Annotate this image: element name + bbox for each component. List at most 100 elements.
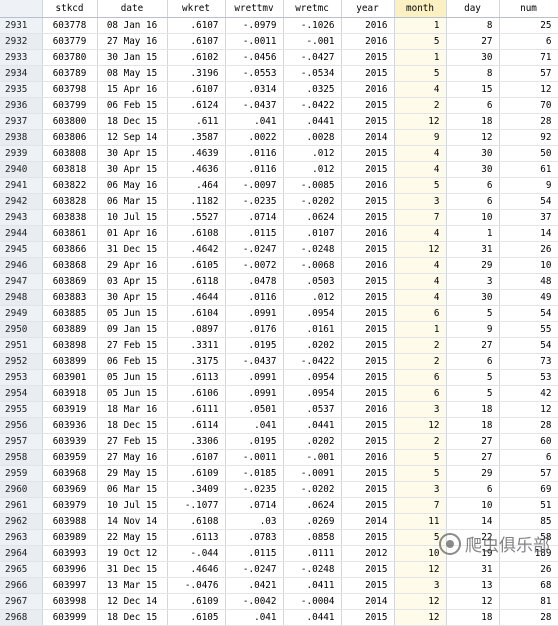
cell-year[interactable]: 2015 [341,161,395,178]
cell-month[interactable]: 5 [394,465,447,482]
corner-cell[interactable] [0,0,43,18]
cell-wrettmv[interactable]: -.0553 [225,65,284,82]
cell-day[interactable]: 15 [446,81,500,98]
cell-num[interactable]: 12 [499,81,558,98]
cell-wretmc[interactable]: .0954 [283,305,342,322]
cell-day[interactable]: 8 [446,65,500,82]
cell-num[interactable]: 53 [499,369,558,386]
cell-wrettmv[interactable]: -.0247 [225,561,284,578]
cell-year[interactable]: 2015 [341,609,395,626]
cell-wrettmv[interactable]: .0195 [225,337,284,354]
cell-row-number[interactable]: 2941 [0,177,43,194]
cell-row-number[interactable]: 2962 [0,513,43,530]
cell-date[interactable]: 06 Mar 15 [97,481,168,498]
cell-wkret[interactable]: .6107 [167,17,226,34]
cell-year[interactable]: 2015 [341,193,395,210]
cell-wretmc[interactable]: .0954 [283,369,342,386]
cell-day[interactable]: 30 [446,289,500,306]
cell-num[interactable]: 28 [499,609,558,626]
cell-day[interactable]: 5 [446,369,500,386]
cell-date[interactable]: 31 Dec 15 [97,561,168,578]
column-header-month[interactable]: month [394,0,447,18]
cell-year[interactable]: 2015 [341,481,395,498]
cell-wrettmv[interactable]: -.0185 [225,465,284,482]
cell-row-number[interactable]: 2967 [0,593,43,610]
cell-day[interactable]: 3 [446,273,500,290]
cell-year[interactable]: 2016 [341,81,395,98]
cell-year[interactable]: 2015 [341,289,395,306]
cell-date[interactable]: 06 Mar 15 [97,193,168,210]
cell-stkcd[interactable]: 603968 [42,465,98,482]
cell-date[interactable]: 12 Sep 14 [97,129,168,146]
cell-date[interactable]: 29 Apr 16 [97,257,168,274]
cell-num[interactable]: 92 [499,129,558,146]
cell-wretmc[interactable]: -.0091 [283,465,342,482]
cell-row-number[interactable]: 2935 [0,81,43,98]
cell-stkcd[interactable]: 603828 [42,193,98,210]
cell-stkcd[interactable]: 603988 [42,513,98,530]
cell-row-number[interactable]: 2949 [0,305,43,322]
cell-row-number[interactable]: 2963 [0,529,43,546]
cell-wretmc[interactable]: -.0427 [283,49,342,66]
cell-wkret[interactable]: .464 [167,177,226,194]
cell-wrettmv[interactable]: .0116 [225,161,284,178]
cell-wrettmv[interactable]: -.0456 [225,49,284,66]
cell-row-number[interactable]: 2961 [0,497,43,514]
cell-month[interactable]: 4 [394,225,447,242]
cell-num[interactable]: 57 [499,65,558,82]
cell-day[interactable]: 12 [446,593,500,610]
cell-year[interactable]: 2015 [341,337,395,354]
cell-wkret[interactable]: .4639 [167,145,226,162]
cell-day[interactable]: 8 [446,17,500,34]
cell-row-number[interactable]: 2945 [0,241,43,258]
cell-year[interactable]: 2016 [341,257,395,274]
cell-num[interactable]: 42 [499,385,558,402]
cell-day[interactable]: 12 [446,129,500,146]
cell-year[interactable]: 2016 [341,449,395,466]
cell-num[interactable]: 26 [499,561,558,578]
cell-date[interactable]: 27 Feb 15 [97,433,168,450]
cell-wkret[interactable]: .4642 [167,241,226,258]
cell-month[interactable]: 7 [394,497,447,514]
cell-wkret[interactable]: .6102 [167,49,226,66]
cell-stkcd[interactable]: 603808 [42,145,98,162]
cell-year[interactable]: 2015 [341,209,395,226]
cell-year[interactable]: 2015 [341,273,395,290]
cell-stkcd[interactable]: 603997 [42,577,98,594]
cell-row-number[interactable]: 2955 [0,401,43,418]
cell-wkret[interactable]: .6106 [167,385,226,402]
cell-num[interactable]: 68 [499,577,558,594]
cell-day[interactable]: 14 [446,513,500,530]
cell-year[interactable]: 2012 [341,545,395,562]
cell-wrettmv[interactable]: .0501 [225,401,284,418]
cell-date[interactable]: 18 Mar 16 [97,401,168,418]
cell-num[interactable]: 61 [499,161,558,178]
cell-month[interactable]: 6 [394,305,447,322]
cell-date[interactable]: 31 Dec 15 [97,241,168,258]
cell-year[interactable]: 2015 [341,353,395,370]
cell-num[interactable]: 70 [499,97,558,114]
cell-month[interactable]: 3 [394,481,447,498]
cell-stkcd[interactable]: 603869 [42,273,98,290]
cell-wrettmv[interactable]: .03 [225,513,284,530]
cell-wretmc[interactable]: .0269 [283,513,342,530]
cell-month[interactable]: 6 [394,385,447,402]
cell-stkcd[interactable]: 603939 [42,433,98,450]
cell-wkret[interactable]: .6113 [167,529,226,546]
cell-year[interactable]: 2015 [341,369,395,386]
cell-num[interactable]: 10 [499,257,558,274]
cell-month[interactable]: 4 [394,289,447,306]
cell-wkret[interactable]: -.044 [167,545,226,562]
cell-stkcd[interactable]: 603866 [42,241,98,258]
cell-day[interactable]: 6 [446,97,500,114]
cell-month[interactable]: 12 [394,593,447,610]
cell-wrettmv[interactable]: .0176 [225,321,284,338]
cell-stkcd[interactable]: 603936 [42,417,98,434]
cell-wretmc[interactable]: .0503 [283,273,342,290]
cell-year[interactable]: 2015 [341,97,395,114]
cell-wrettmv[interactable]: .0421 [225,577,284,594]
cell-month[interactable]: 3 [394,577,447,594]
cell-year[interactable]: 2015 [341,305,395,322]
cell-row-number[interactable]: 2964 [0,545,43,562]
cell-wrettmv[interactable]: -.0247 [225,241,284,258]
